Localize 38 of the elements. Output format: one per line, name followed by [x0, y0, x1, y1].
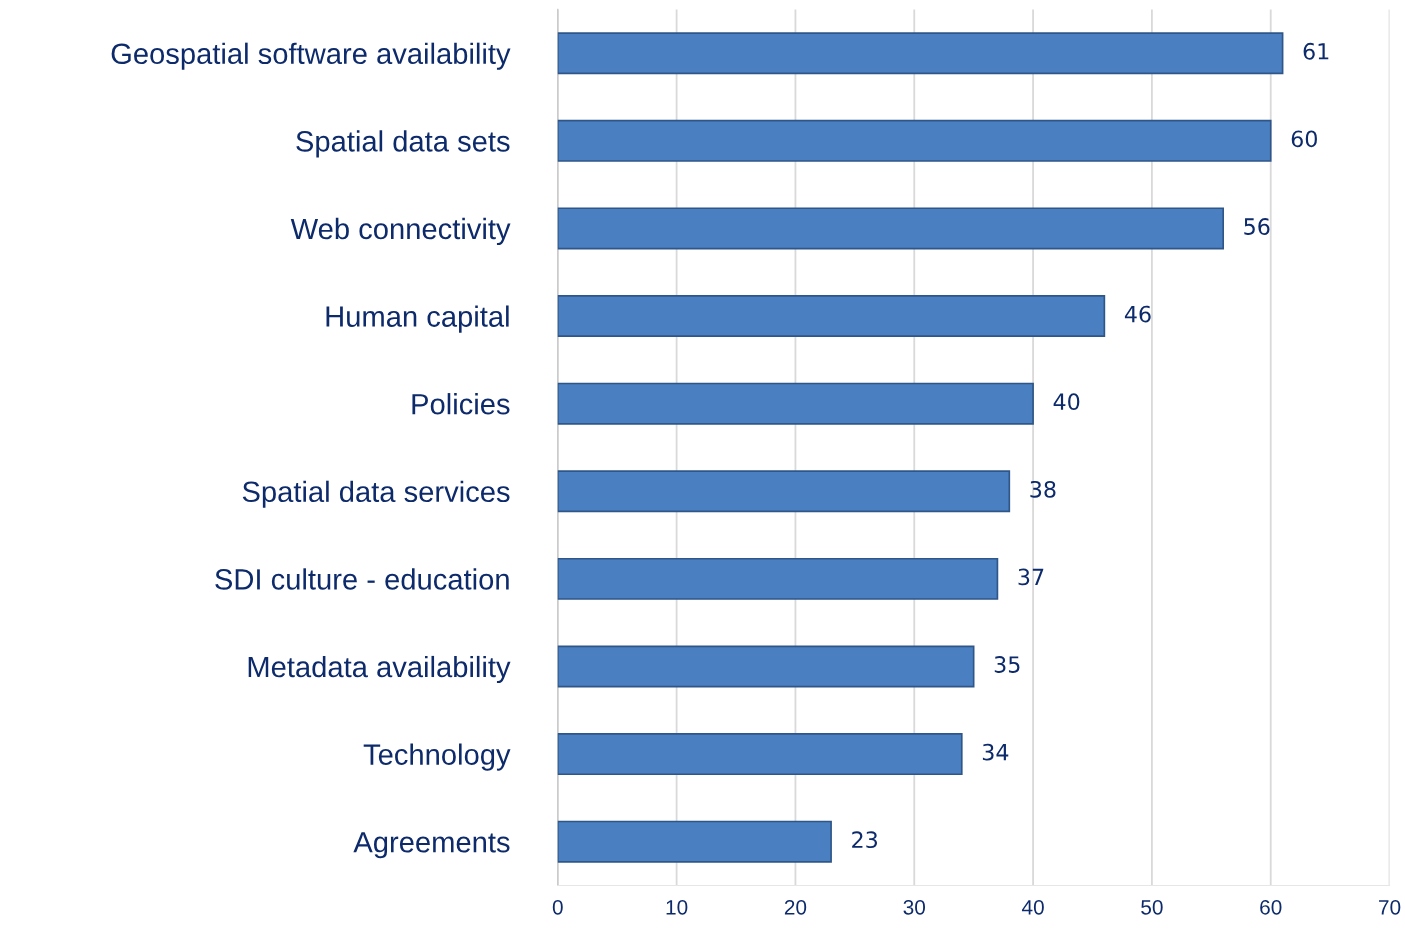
bar: [557, 820, 832, 863]
bar: [557, 119, 1272, 162]
data-label: 40: [1053, 393, 1080, 411]
data-label: 37: [1018, 568, 1044, 586]
bar: [557, 207, 1225, 250]
x-tick-label: 70: [1379, 899, 1401, 915]
x-tick-label: 0: [552, 899, 563, 915]
x-tick-label: 50: [1141, 899, 1163, 915]
y-tick-label: Agreements: [353, 832, 510, 859]
y-tick-label: Spatial data sets: [296, 130, 510, 158]
data-label: 38: [1030, 480, 1056, 498]
x-tick-label: 30: [903, 899, 926, 915]
data-label: 60: [1291, 130, 1317, 148]
bar: [557, 733, 963, 776]
bar: [557, 295, 1106, 338]
y-tick-label: Metadata availability: [248, 655, 511, 684]
bar: [557, 382, 1034, 425]
data-label: 46: [1124, 305, 1151, 323]
y-tick-label: Web connectivity: [290, 217, 511, 246]
data-label: 61: [1303, 42, 1329, 60]
bar: [557, 645, 975, 688]
x-tick-label: 40: [1021, 899, 1044, 915]
bar: [557, 32, 1284, 75]
x-tick-label: 60: [1260, 899, 1282, 915]
x-tick-label: 20: [784, 899, 807, 915]
data-label: 34: [982, 743, 1009, 761]
y-tick-label: SDI culture - education: [215, 568, 509, 590]
y-tick-label: Geospatial software availability: [111, 42, 511, 70]
y-tick-label: Spatial data services: [242, 480, 510, 508]
data-label: 35: [994, 656, 1020, 673]
data-label: 56: [1244, 218, 1270, 235]
x-tick-label: 10: [666, 899, 688, 915]
y-tick-label: Policies: [412, 393, 510, 415]
data-label: 23: [852, 831, 878, 849]
bar: [557, 557, 999, 600]
bar: [557, 470, 1011, 513]
y-tick-label: Technology: [363, 743, 511, 771]
y-tick-label: Human capital: [326, 305, 509, 333]
